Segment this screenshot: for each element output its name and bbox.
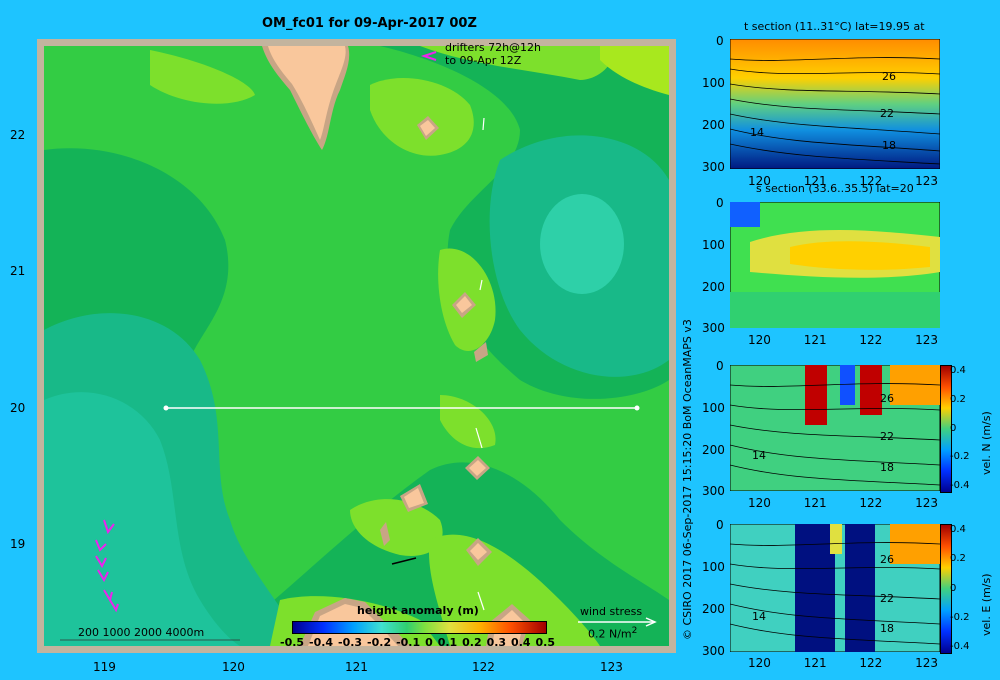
t-contour-26: 26 [882, 70, 896, 83]
x-tick-120: 120 [222, 660, 245, 674]
map-plot [37, 39, 676, 653]
vn-contour-22: 22 [880, 430, 894, 443]
ve-depth-100: 100 [702, 560, 725, 574]
ve-depth-0: 0 [716, 518, 724, 532]
ve-colorbar-ticks: 0.4 0.2 0 -0.2 -0.4 [950, 524, 970, 652]
vn-depth-300: 300 [702, 484, 725, 498]
colorbar-ticks: -0.5 -0.4 -0.3 -0.2 -0.1 0 0.1 0.2 0.3 0.4 0.5 [280, 636, 555, 649]
drifter-tracks [95, 51, 437, 613]
t-depth-100: 100 [702, 76, 725, 90]
credit-text: © CSIRO 2017 06-Sep-2017 15:15:20 BoM Oc… [681, 319, 694, 640]
vel-e-panel [730, 524, 940, 652]
s-lon-ticks: 120 121 122 123 [748, 333, 938, 347]
vn-contour-18: 18 [880, 461, 894, 474]
y-tick-19: 19 [10, 537, 26, 551]
x-tick-122: 122 [472, 660, 495, 674]
t-depth-0: 0 [716, 34, 724, 48]
t-section-panel [730, 39, 940, 169]
x-tick-119: 119 [93, 660, 116, 674]
x-tick-123: 123 [600, 660, 623, 674]
map-title: OM_fc01 for 09-Apr-2017 00Z [262, 16, 477, 31]
y-tick-20: 20 [10, 401, 26, 415]
ve-contour-18: 18 [880, 622, 894, 635]
s-depth-300: 300 [702, 321, 725, 335]
vel-n-colorbar [940, 365, 952, 493]
s-section-title: s section (33.6..35.5) lat=20 [756, 182, 914, 195]
y-tick-21: 21 [10, 264, 26, 278]
vn-lon-ticks: 120 121 122 123 [748, 496, 938, 510]
vn-colorbar-ticks: 0.4 0.2 0 -0.2 -0.4 [950, 365, 970, 491]
t-section-title: t section (11..31°C) lat=19.95 at [744, 20, 925, 33]
wind-stress-label: wind stress [580, 605, 643, 618]
depth-legend: 200 1000 2000 4000m [78, 626, 205, 639]
s-depth-0: 0 [716, 196, 724, 210]
drifters-label-1: drifters 72h@12h [445, 41, 542, 54]
vn-contour-14: 14 [752, 449, 766, 462]
t-contour-18: 18 [882, 139, 896, 152]
t-depth-200: 200 [702, 118, 725, 132]
ve-contour-26: 26 [880, 553, 894, 566]
s-section-panel [730, 202, 940, 328]
y-tick-22: 22 [10, 128, 26, 142]
ve-depth-200: 200 [702, 602, 725, 616]
ve-contour-22: 22 [880, 592, 894, 605]
colorbar-title: height anomaly (m) [357, 604, 479, 617]
x-tick-121: 121 [345, 660, 368, 674]
wind-stress-value: 0.2 N/m2 [588, 626, 638, 641]
t-depth-300: 300 [702, 160, 725, 174]
vel-e-colorbar [940, 524, 952, 654]
vn-depth-0: 0 [716, 359, 724, 373]
vn-depth-100: 100 [702, 401, 725, 415]
colorbar [292, 621, 547, 634]
ve-depth-300: 300 [702, 644, 725, 658]
vn-contour-26: 26 [880, 392, 894, 405]
vel-e-label: vel. E (m/s) [980, 573, 993, 636]
s-depth-200: 200 [702, 280, 725, 294]
s-depth-100: 100 [702, 238, 725, 252]
vel-n-label: vel. N (m/s) [980, 411, 993, 475]
vn-depth-200: 200 [702, 443, 725, 457]
ve-contour-14: 14 [752, 610, 766, 623]
vel-n-panel [730, 365, 940, 491]
drifters-label-2: to 09-Apr 12Z [445, 54, 522, 67]
t-contour-22: 22 [880, 107, 894, 120]
t-lon-ticks: 120 121 122 123 [748, 174, 938, 188]
t-contour-14: 14 [750, 126, 764, 139]
ve-lon-ticks: 120 121 122 123 [748, 656, 938, 670]
